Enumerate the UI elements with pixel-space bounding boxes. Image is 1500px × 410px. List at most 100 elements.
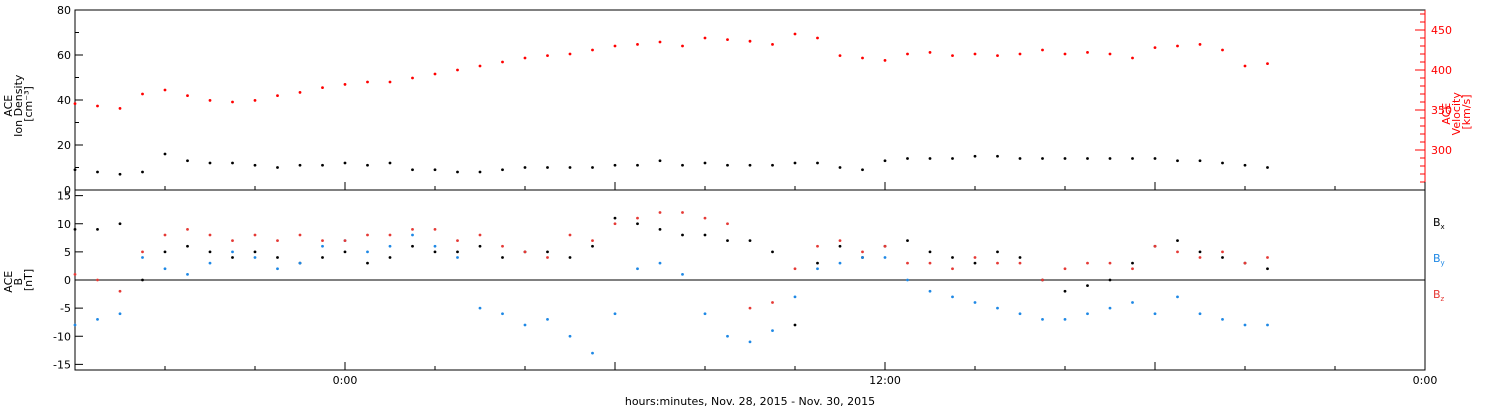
data-point	[1266, 166, 1269, 169]
data-point	[1063, 157, 1067, 160]
data-point	[1018, 52, 1022, 56]
data-point	[1131, 261, 1134, 265]
data-point	[253, 256, 257, 259]
field-tick-label: 15	[57, 190, 71, 203]
data-point	[636, 222, 639, 226]
data-point	[883, 59, 887, 62]
data-point	[703, 312, 707, 316]
data-point	[546, 256, 549, 259]
data-point	[568, 166, 572, 169]
data-point	[1131, 56, 1134, 60]
data-point	[276, 239, 279, 243]
data-point	[118, 312, 122, 316]
data-point	[321, 244, 324, 248]
data-point	[253, 163, 257, 167]
data-point	[1086, 312, 1089, 316]
data-point	[546, 166, 549, 169]
data-point	[906, 261, 909, 265]
data-point	[478, 306, 482, 310]
data-point	[388, 161, 392, 165]
data-point	[1041, 278, 1044, 282]
data-point	[73, 272, 77, 276]
data-point	[906, 157, 909, 160]
data-point	[276, 256, 279, 259]
density-label-line-1: ACE	[2, 95, 15, 117]
data-point	[1176, 250, 1179, 254]
data-point	[523, 323, 527, 327]
data-point	[1108, 306, 1112, 310]
data-point	[636, 43, 639, 46]
magnetic-field-panel: -15 -10 -5 0 5 10 15 ACE B [nT] Bx By Bz	[2, 189, 1445, 371]
data-point	[816, 267, 819, 271]
data-point	[208, 250, 212, 254]
data-point	[163, 88, 167, 92]
data-point	[321, 86, 324, 89]
data-point	[321, 163, 324, 167]
data-point	[433, 250, 437, 254]
data-point	[861, 256, 864, 259]
data-point	[546, 317, 549, 321]
density-label-line-3: [cm⁻³]	[22, 86, 35, 122]
data-point	[501, 168, 504, 172]
data-point	[163, 267, 167, 271]
data-point	[613, 222, 617, 226]
data-point	[1108, 157, 1112, 160]
density-axis: 0 20 40 60 80	[57, 4, 83, 197]
data-point	[996, 250, 999, 254]
data-point	[411, 233, 414, 237]
data-point	[568, 334, 572, 338]
data-point	[276, 267, 279, 271]
velocity-tick-label: 450	[1431, 24, 1452, 37]
data-point	[433, 72, 437, 76]
data-point	[208, 261, 212, 265]
x-tick-label: 0:00	[1413, 374, 1438, 387]
data-point	[973, 261, 977, 265]
data-point	[636, 163, 639, 167]
data-point	[568, 256, 572, 259]
data-point	[1176, 44, 1179, 48]
data-point	[1266, 256, 1269, 259]
data-point	[748, 163, 752, 167]
data-point	[478, 64, 482, 68]
top-x-ticks	[74, 182, 1426, 190]
data-point	[996, 154, 999, 158]
data-point	[703, 216, 707, 220]
data-point	[681, 272, 684, 276]
data-point	[73, 168, 77, 172]
data-point	[793, 161, 797, 165]
data-point	[613, 312, 617, 316]
data-point	[838, 244, 842, 248]
field-tick-label: -10	[53, 330, 71, 343]
data-point	[456, 170, 459, 174]
data-point	[816, 244, 819, 248]
data-point	[366, 233, 369, 237]
data-point	[1266, 267, 1269, 271]
data-point	[996, 306, 999, 310]
data-point	[951, 295, 954, 299]
bottom-data-points	[73, 211, 1269, 355]
field-tick-label: -5	[60, 302, 71, 315]
density-axis-label: ACE Ion Density [cm⁻³]	[2, 71, 35, 137]
data-point	[1243, 64, 1247, 68]
data-point	[253, 233, 257, 237]
data-point	[456, 256, 459, 259]
data-point	[411, 227, 414, 231]
data-point	[973, 52, 977, 56]
data-point	[298, 91, 302, 94]
data-point	[658, 227, 662, 231]
data-point	[681, 163, 684, 167]
velocity-axis: 300 350 400 450	[1415, 10, 1452, 190]
data-point	[231, 161, 234, 165]
data-point	[1221, 256, 1224, 259]
data-point	[591, 244, 594, 248]
density-tick-label: 0	[64, 184, 71, 197]
data-point	[681, 44, 684, 48]
density-label-line-2: Ion Density	[12, 74, 25, 137]
velocity-label-line-1: ACE	[1440, 103, 1453, 125]
data-point	[793, 32, 797, 36]
data-point	[298, 163, 302, 167]
field-tick-label: 10	[57, 218, 71, 231]
data-point	[1153, 46, 1157, 49]
data-point	[186, 272, 189, 276]
data-point	[501, 312, 504, 316]
